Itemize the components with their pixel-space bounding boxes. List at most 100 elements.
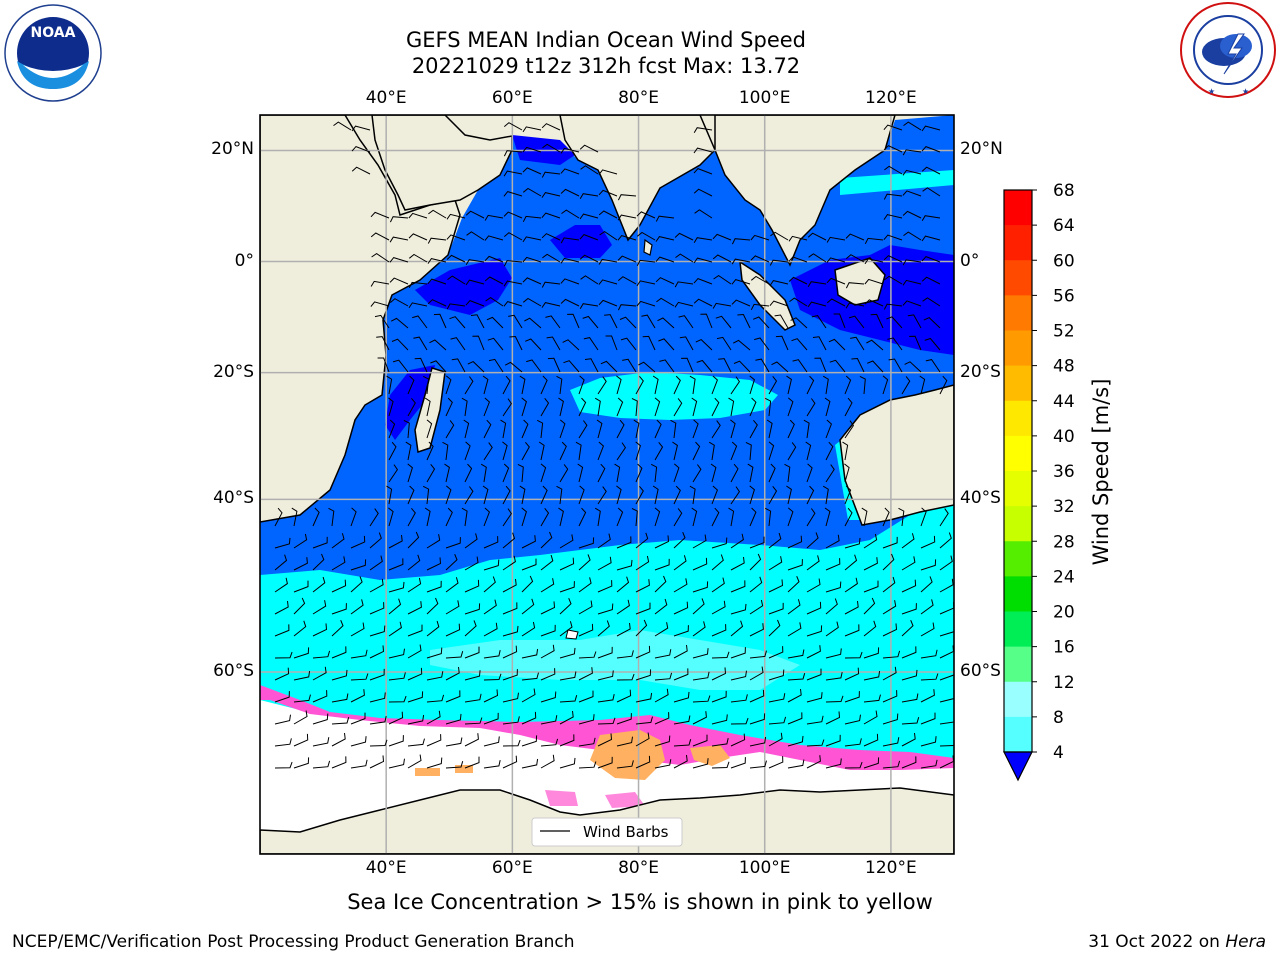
wind-barb-199	[715, 315, 732, 329]
wind-barb-364	[635, 441, 641, 461]
wind-barb-345	[749, 419, 758, 439]
wind-barb-256	[659, 359, 675, 373]
wind-barb-410	[556, 485, 563, 505]
wind-barb-211	[376, 336, 390, 351]
wind-barb-612	[388, 621, 402, 637]
wind-barb-566	[882, 576, 896, 593]
wind-barb-725	[483, 689, 499, 703]
wind-barb-571	[293, 597, 306, 615]
wind-barb-478	[578, 537, 595, 549]
wind-barb-439	[521, 507, 527, 527]
wind-barb-419	[730, 486, 741, 505]
wind-barb-516	[616, 559, 633, 571]
wind-barb-90	[921, 235, 941, 242]
wind-barb-372	[787, 442, 797, 461]
footer-right: 31 Oct 2022 on Hera	[1088, 932, 1266, 952]
wind-barb-780	[844, 714, 861, 725]
map-plot-area	[260, 115, 954, 854]
wind-barb-371	[768, 441, 775, 461]
wind-barb-804	[616, 736, 633, 747]
wind-barb-201	[753, 316, 770, 329]
wind-barb-323	[806, 398, 816, 417]
wind-barb-398	[806, 463, 813, 483]
wind-barb-749	[939, 698, 954, 703]
wind-barb-777	[787, 712, 803, 725]
wind-barb-166	[656, 297, 675, 307]
wind-barb-142	[769, 280, 789, 286]
sri-lanka-land	[643, 238, 653, 256]
wind-barb-326	[388, 419, 396, 439]
wind-barb-661	[635, 645, 651, 659]
wind-barb-266	[851, 357, 865, 373]
wind-barb-358	[521, 441, 530, 461]
wind-barb-198	[700, 313, 713, 329]
wind-barb-738	[730, 694, 748, 703]
wind-barb-41	[370, 211, 390, 219]
wind-barb-798	[502, 739, 521, 747]
wind-barb-789	[331, 732, 346, 747]
colorbar-bin-3	[1004, 295, 1032, 331]
lon-tick-top-4: 120°E	[865, 88, 917, 108]
wind-barb-460	[920, 507, 927, 527]
wind-barb-276	[482, 375, 489, 395]
wind-barb-524	[768, 556, 783, 571]
wind-barb-581	[483, 599, 497, 615]
wind-barb-14	[579, 144, 599, 153]
wind-barb-366	[672, 441, 678, 461]
wind-barb-502	[350, 559, 367, 571]
wind-barb-40	[922, 187, 941, 197]
wind-barb-33	[560, 188, 580, 197]
wind-barb-136	[655, 277, 675, 285]
wind-barb-185	[449, 316, 466, 329]
wind-barb-469	[407, 531, 420, 549]
wind-barb-773	[711, 714, 728, 725]
wind-barb-593	[711, 600, 726, 615]
wind-barb-744	[844, 691, 860, 703]
wind-barb-552	[616, 576, 630, 593]
wind-barb-715	[293, 694, 311, 703]
wind-barb-482	[654, 535, 670, 549]
wind-barb-632	[768, 619, 781, 637]
wind-barb-37	[693, 188, 713, 197]
wind-barb-242	[392, 359, 409, 373]
wind-barb-209	[907, 314, 922, 329]
wind-barb-668	[768, 646, 784, 659]
wind-barb-338	[616, 419, 625, 439]
wind-barb-503	[369, 555, 383, 571]
wind-barb-390	[650, 463, 658, 483]
wind-barb-580	[464, 603, 481, 615]
wind-barb-752	[312, 713, 329, 725]
wind-barb-16	[883, 145, 903, 153]
wind-barb-3	[522, 126, 542, 133]
wind-barb-557	[711, 577, 725, 593]
wind-barb-440	[540, 507, 550, 527]
wind-barb-226	[658, 338, 675, 351]
wind-barb-53	[598, 210, 618, 219]
wind-barb-67	[484, 235, 504, 241]
wind-barb-847	[749, 760, 767, 769]
wind-barb-99	[522, 256, 542, 263]
wind-barb-301	[388, 397, 394, 417]
wind-barb-457	[861, 507, 868, 527]
wind-barb-299	[919, 375, 926, 395]
wind-barb-35	[598, 189, 618, 197]
wind-barb-95	[446, 254, 466, 263]
colorbar-tick-label-4: 52	[1053, 322, 1075, 342]
wind-barb-489	[787, 535, 803, 549]
wind-barb-428	[312, 507, 320, 527]
wind-barb-334	[536, 419, 544, 439]
wind-barb-771	[673, 715, 691, 725]
wind-barb-550	[578, 577, 592, 593]
colorbar-tick-label-1: 64	[1053, 216, 1075, 236]
australia-land	[839, 384, 954, 526]
wind-barb-683	[369, 668, 385, 681]
wind-barb-689	[483, 673, 502, 681]
wind-barb-793	[407, 738, 425, 747]
wind-barb-436	[461, 507, 468, 527]
wind-barb-699	[673, 668, 689, 681]
wind-barb-493	[863, 533, 878, 549]
wind-barb-745	[863, 694, 881, 703]
wind-barb-17	[902, 149, 922, 156]
wind-barb-110	[731, 258, 751, 265]
wind-barb-89	[903, 231, 922, 241]
